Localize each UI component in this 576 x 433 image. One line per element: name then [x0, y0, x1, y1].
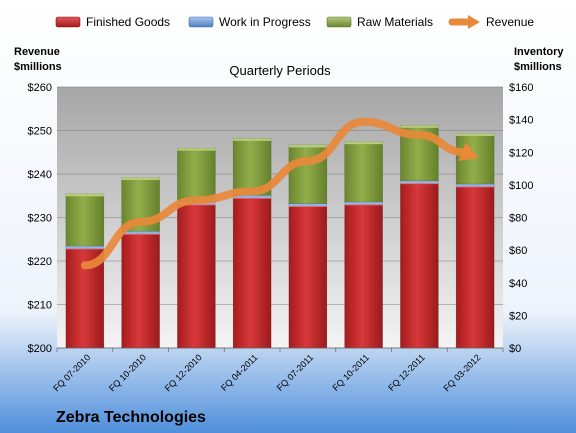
right-tick-label: $100 — [509, 180, 533, 192]
bar-finished-goods — [232, 196, 272, 349]
legend-swatch-work-in-progress — [188, 16, 214, 28]
left-tick-label: $260 — [28, 82, 52, 94]
right-tick-label: $20 — [509, 310, 527, 322]
right-tick-label: $80 — [509, 213, 527, 225]
left-tick-label: $230 — [28, 213, 52, 225]
legend-label-finished-goods: Finished Goods — [86, 15, 170, 29]
legend-label-raw-materials: Raw Materials — [357, 15, 433, 29]
revenue-line-layer — [80, 117, 479, 270]
bar-finished-goods — [344, 202, 383, 349]
revenue-point — [363, 121, 365, 123]
right-tick-label: $0 — [509, 343, 521, 355]
right-tick-label: $120 — [509, 147, 533, 159]
legend: Finished Goods Work in Progress Raw Mate… — [55, 15, 534, 29]
right-tick-label: $60 — [509, 245, 527, 257]
revenue-point — [140, 221, 142, 223]
bar-finished-goods — [288, 204, 328, 349]
legend-label-work-in-progress: Work in Progress — [219, 15, 311, 29]
bar-work-in-progress-top — [400, 180, 439, 184]
bars — [65, 125, 495, 349]
revenue-point — [195, 199, 197, 201]
bar-finished-goods — [455, 184, 495, 349]
bar-raw-materials-top — [400, 125, 439, 128]
bar-raw-materials — [177, 147, 216, 203]
bar-raw-materials-top — [456, 133, 495, 136]
bar-raw-materials-top — [233, 138, 272, 141]
revenue-point — [84, 264, 86, 266]
bar-finished-goods — [177, 202, 216, 349]
right-tick-label: $40 — [509, 278, 527, 290]
right-axis-title-line1: Inventory — [514, 46, 564, 58]
bar-raw-materials-top — [121, 177, 160, 181]
revenue-arrowhead — [458, 142, 479, 161]
left-tick-label: $240 — [28, 169, 52, 181]
legend-item-finished-goods: Finished Goods — [55, 15, 170, 29]
bar-finished-goods — [400, 181, 439, 349]
revenue-point — [418, 134, 420, 136]
right-tick-label: $140 — [509, 115, 533, 127]
bar-raw-materials-top — [65, 193, 104, 197]
bar-work-in-progress-top — [288, 203, 327, 207]
left-tick-label: $200 — [28, 343, 52, 355]
legend-label-revenue: Revenue — [486, 15, 534, 29]
right-tick-label: $160 — [509, 82, 533, 94]
left-tick-label: $210 — [28, 300, 52, 312]
bar-work-in-progress-top — [344, 202, 383, 205]
revenue-point — [251, 190, 253, 192]
bar-raw-materials — [65, 193, 105, 247]
bar-work-in-progress-top — [65, 246, 104, 249]
chart-subtitle: Quarterly Periods — [229, 63, 331, 78]
left-tick-label: $220 — [28, 256, 52, 268]
bar-finished-goods — [121, 231, 160, 349]
bar-raw-materials — [344, 141, 383, 203]
bar-raw-materials-top — [177, 148, 216, 151]
legend-item-revenue: Revenue — [448, 15, 534, 29]
bar-work-in-progress-top — [456, 184, 495, 187]
revenue-point — [307, 160, 309, 162]
legend-item-work-in-progress: Work in Progress — [188, 15, 311, 29]
legend-swatch-finished-goods — [55, 16, 81, 28]
bar-work-in-progress-top — [233, 195, 272, 198]
left-axis-title-line2: $millions — [14, 61, 62, 73]
revenue-line — [80, 117, 468, 270]
left-axis-title-line1: Revenue — [14, 46, 60, 58]
right-axis-title-line2: $millions — [514, 61, 562, 73]
company-name: Zebra Technologies — [56, 409, 206, 426]
revenue-point — [474, 156, 476, 158]
bar-raw-materials-top — [288, 144, 327, 148]
legend-item-raw-materials: Raw Materials — [326, 15, 433, 29]
bar-raw-materials-top — [344, 141, 383, 145]
bar-work-in-progress-top — [121, 231, 160, 234]
legend-arrow-icon — [468, 15, 480, 29]
left-tick-label: $250 — [28, 126, 52, 138]
legend-swatch-raw-materials — [326, 16, 352, 28]
